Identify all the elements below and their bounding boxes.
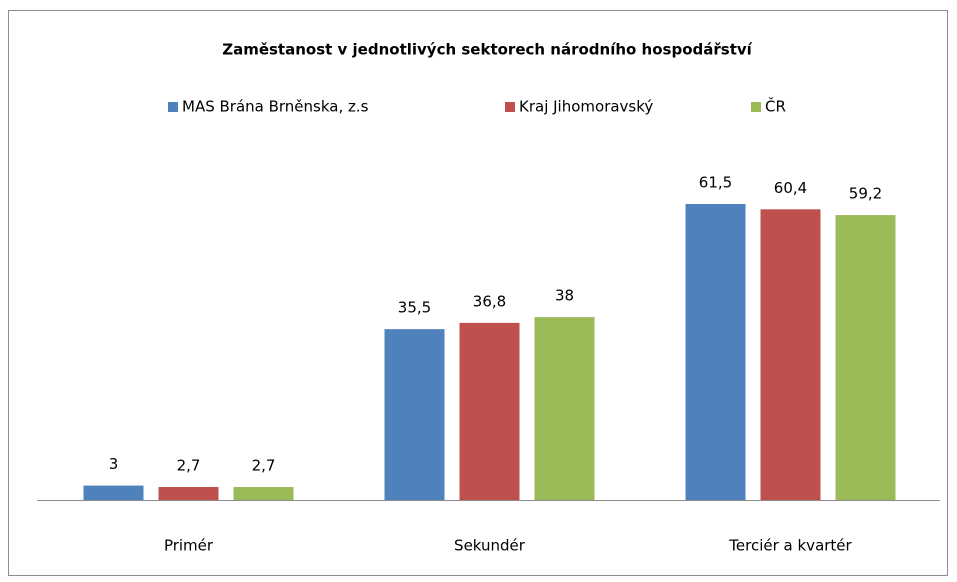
bar — [534, 317, 595, 500]
legend-swatch — [751, 102, 761, 112]
data-label: 59,2 — [849, 185, 882, 203]
x-tick-label: Sekundér — [454, 537, 526, 555]
data-label: 2,7 — [177, 457, 201, 475]
legend-label: MAS Brána Brněnska, z.s — [182, 98, 369, 116]
data-label: 38 — [555, 287, 574, 305]
bar — [158, 487, 219, 500]
legend-label: Kraj Jihomoravský — [519, 98, 653, 116]
x-tick-label: Terciér a kvartér — [728, 537, 852, 555]
data-label: 60,4 — [774, 179, 807, 197]
bar — [83, 485, 144, 500]
bar — [233, 487, 294, 500]
legend-swatch — [168, 102, 178, 112]
bar — [459, 322, 520, 500]
legend-swatch — [505, 102, 515, 112]
data-label: 36,8 — [473, 292, 506, 310]
data-label: 2,7 — [252, 457, 276, 475]
bar — [835, 215, 896, 500]
legend-label: ČR — [765, 97, 786, 116]
data-label: 3 — [109, 455, 119, 473]
data-label: 35,5 — [398, 299, 431, 317]
bar — [760, 209, 821, 500]
bar — [384, 329, 445, 500]
x-tick-label: Primér — [164, 537, 214, 555]
data-label: 61,5 — [699, 174, 732, 192]
bar — [685, 204, 746, 500]
chart-title: Zaměstanost v jednotlivých sektorech nár… — [222, 41, 752, 59]
